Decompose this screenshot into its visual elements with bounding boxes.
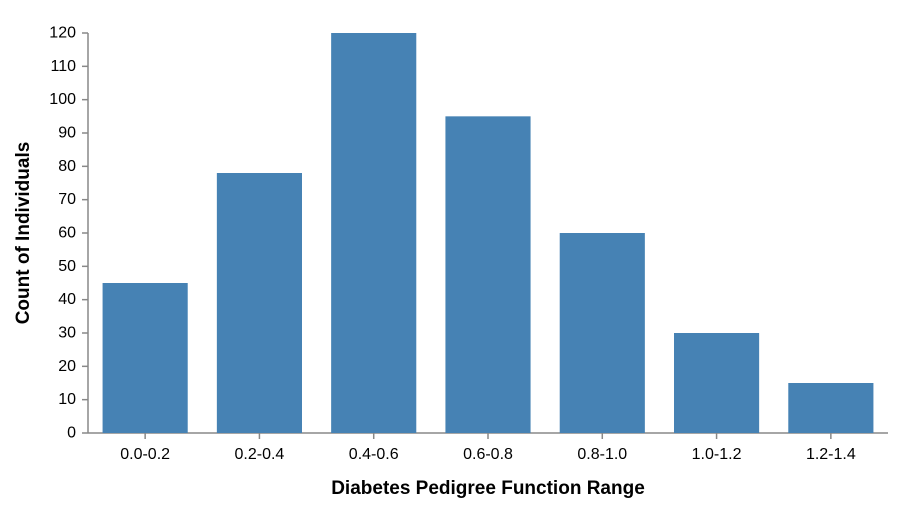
y-tick-label: 80	[58, 158, 76, 175]
bar-0.0-0.2[interactable]	[102, 283, 188, 433]
y-tick-label: 60	[58, 225, 76, 242]
x-tick-label: 0.8-1.0	[577, 446, 627, 463]
y-tick-label: 50	[58, 258, 76, 275]
x-tick-label: 1.2-1.4	[806, 446, 856, 463]
x-tick-label: 0.2-0.4	[235, 446, 285, 463]
bar-series	[102, 33, 874, 433]
y-tick-label: 100	[49, 91, 76, 108]
y-axis-title: Count of Individuals	[13, 142, 34, 325]
bar-1.2-1.4[interactable]	[788, 383, 874, 433]
bar-0.2-0.4[interactable]	[216, 173, 302, 433]
y-tick-label: 110	[50, 58, 76, 75]
y-tick-label: 120	[49, 25, 76, 42]
x-axis-title: Diabetes Pedigree Function Range	[331, 478, 645, 499]
x-tick-label: 0.0-0.2	[120, 446, 170, 463]
y-tick-label: 20	[58, 358, 76, 375]
y-tick-label: 30	[58, 325, 76, 342]
y-tick-label: 40	[58, 291, 76, 308]
x-tick-label: 1.0-1.2	[692, 446, 742, 463]
y-tick-label: 70	[58, 191, 76, 208]
x-tick-label: 0.4-0.6	[349, 446, 399, 463]
bar-0.6-0.8[interactable]	[445, 116, 531, 433]
y-tick-label: 0	[67, 425, 76, 442]
y-tick-label: 10	[58, 391, 76, 408]
y-axis: 0 10 20 30 40 50 60 70 80 90 100 110 120	[49, 25, 89, 442]
bar-0.8-1.0[interactable]	[559, 233, 645, 433]
bar-0.4-0.6[interactable]	[331, 33, 417, 433]
bar-1.0-1.2[interactable]	[674, 333, 760, 433]
x-tick-label: 0.6-0.8	[463, 446, 513, 463]
y-tick-label: 90	[58, 125, 76, 142]
x-axis: 0.0-0.2 0.2-0.4 0.4-0.6 0.6-0.8 0.8-1.0 1.0-1…	[88, 432, 888, 463]
